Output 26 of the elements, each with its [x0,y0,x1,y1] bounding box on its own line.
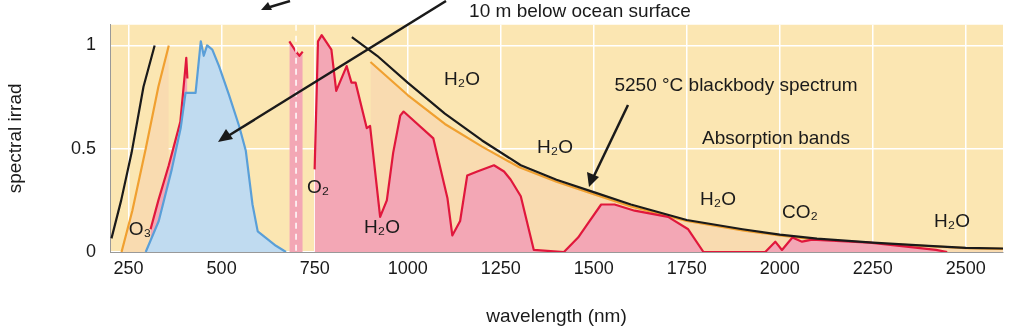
text: 10 m below ocean surface [469,0,691,22]
y-tick-label: 0 [85,240,96,261]
x-tick-label: 2500 [945,257,986,278]
annotation: H₂O [444,68,480,90]
y-tick-label: 1 [85,34,96,55]
x-axis-title: wavelength (nm) [485,304,627,326]
x-tick-label: 1750 [666,257,707,278]
y-tick-label: 0.5 [70,137,96,158]
x-tick-label: 2000 [759,257,800,278]
x-tick-label: 500 [206,257,237,278]
annotation: O₃ [128,218,152,240]
annotation: O₂ [306,176,330,198]
annotation: Absorption bands [702,127,850,149]
x-tick-label: 1500 [573,257,614,278]
annotation: H₂O [700,188,736,210]
annotation: 5250 °C blackbody spectrum [614,74,858,96]
y-axis-title: spectral irrad [3,83,25,194]
x-tick-label: 1000 [387,257,428,278]
annotation: H₂O [934,210,970,232]
annotation: H₂O [364,216,400,238]
annotation: CO₂ [782,201,818,223]
annotation: H₂O [537,136,573,158]
x-tick-label: 250 [113,257,144,278]
x-tick-label: 2250 [852,257,893,278]
x-tick-label: 1250 [480,257,521,278]
x-tick-label: 750 [299,257,330,278]
